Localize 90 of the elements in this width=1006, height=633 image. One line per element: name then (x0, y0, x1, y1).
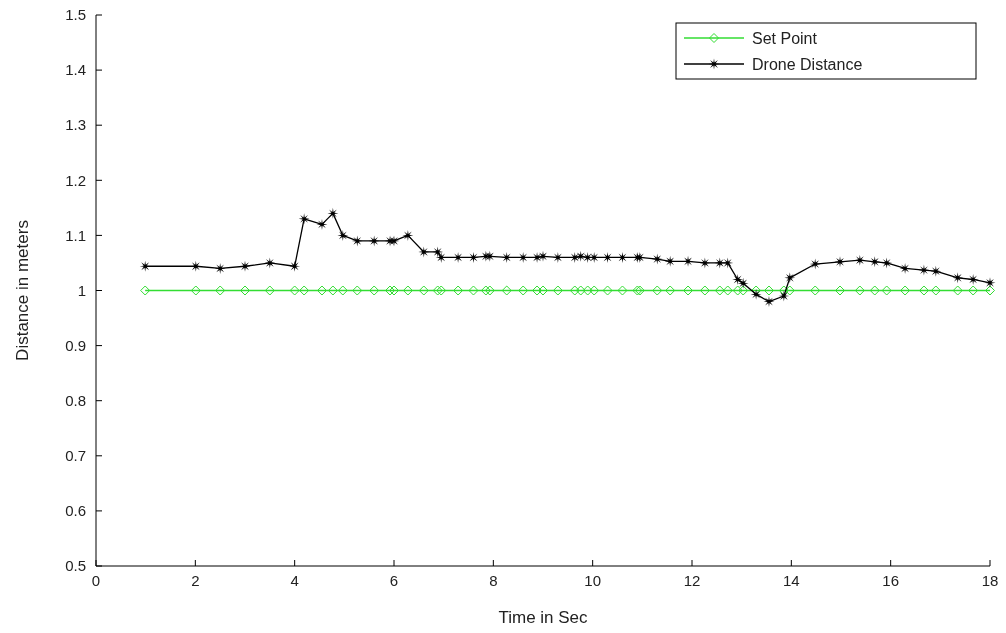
x-tick-label: 16 (882, 572, 900, 589)
point (289, 260, 301, 272)
point (316, 218, 328, 230)
point (480, 285, 491, 296)
y-tick-label: 0.7 (65, 447, 86, 465)
point (352, 285, 363, 296)
y-tick-label: 0.9 (65, 336, 86, 354)
y-tick-label: 1.5 (65, 6, 86, 24)
x-tick-label: 14 (782, 572, 800, 589)
y-tick-label: 1.4 (65, 61, 86, 79)
point (351, 235, 363, 247)
point (714, 285, 725, 296)
point (854, 285, 865, 296)
point (665, 285, 676, 296)
y-tick-label: 0.6 (65, 502, 86, 520)
point (810, 285, 821, 296)
y-tick-label: 1.3 (65, 116, 86, 134)
point (436, 285, 447, 296)
x-tick-label: 18 (981, 572, 999, 589)
point (617, 285, 628, 296)
point (722, 257, 734, 269)
point (732, 285, 743, 296)
point (582, 285, 593, 296)
point (299, 285, 310, 296)
point (518, 285, 529, 296)
x-tick-label: 8 (489, 572, 498, 589)
point (968, 285, 979, 296)
point (602, 285, 613, 296)
point (140, 285, 151, 296)
point (732, 273, 744, 285)
point (484, 285, 495, 296)
point (190, 285, 201, 296)
point (714, 257, 726, 269)
point (984, 277, 996, 289)
point (952, 272, 964, 284)
point (575, 250, 587, 262)
point (918, 285, 929, 296)
point (737, 277, 749, 289)
point (327, 207, 339, 219)
x-tick-label: 6 (389, 572, 399, 589)
x-tick-label: 10 (584, 572, 602, 589)
point (738, 285, 749, 296)
point (918, 264, 930, 276)
point (575, 285, 586, 296)
point (952, 285, 963, 296)
legend-label: Drone Distance (752, 55, 863, 73)
point (215, 285, 226, 296)
point (569, 285, 580, 296)
point (264, 285, 275, 296)
x-tick-label: 2 (191, 572, 200, 589)
point (468, 285, 479, 296)
point (651, 253, 663, 265)
y-tick-label: 1.2 (65, 171, 86, 189)
y-tick-label: 0.8 (65, 391, 86, 409)
point (501, 285, 512, 296)
point (369, 285, 380, 296)
point (784, 272, 796, 284)
point (869, 285, 880, 296)
point (750, 288, 762, 300)
point (418, 246, 430, 258)
y-axis-title: Distance in meters (13, 220, 32, 361)
point (289, 285, 300, 296)
y-tick-label: 0.5 (65, 557, 86, 575)
point (214, 262, 226, 274)
point (778, 285, 789, 296)
point (327, 285, 338, 296)
x-tick-label: 0 (91, 572, 101, 589)
point (652, 285, 663, 296)
point (432, 285, 443, 296)
point (881, 285, 892, 296)
x-tick-label: 4 (290, 572, 299, 589)
point (552, 285, 563, 296)
point (930, 285, 941, 296)
point (402, 285, 413, 296)
x-tick-label: 12 (683, 572, 701, 589)
point (418, 285, 429, 296)
point (722, 285, 733, 296)
point (900, 285, 911, 296)
point (784, 285, 795, 296)
y-tick-label: 1.1 (65, 226, 86, 244)
y-tick-label: 1 (77, 281, 86, 299)
point (699, 257, 711, 269)
point (699, 285, 710, 296)
legend-label: Set Point (752, 29, 818, 47)
point (337, 285, 348, 296)
x-axis-title: Time in Sec (498, 608, 589, 627)
point (402, 229, 414, 241)
point (589, 285, 600, 296)
point (337, 229, 349, 241)
point (453, 285, 464, 296)
